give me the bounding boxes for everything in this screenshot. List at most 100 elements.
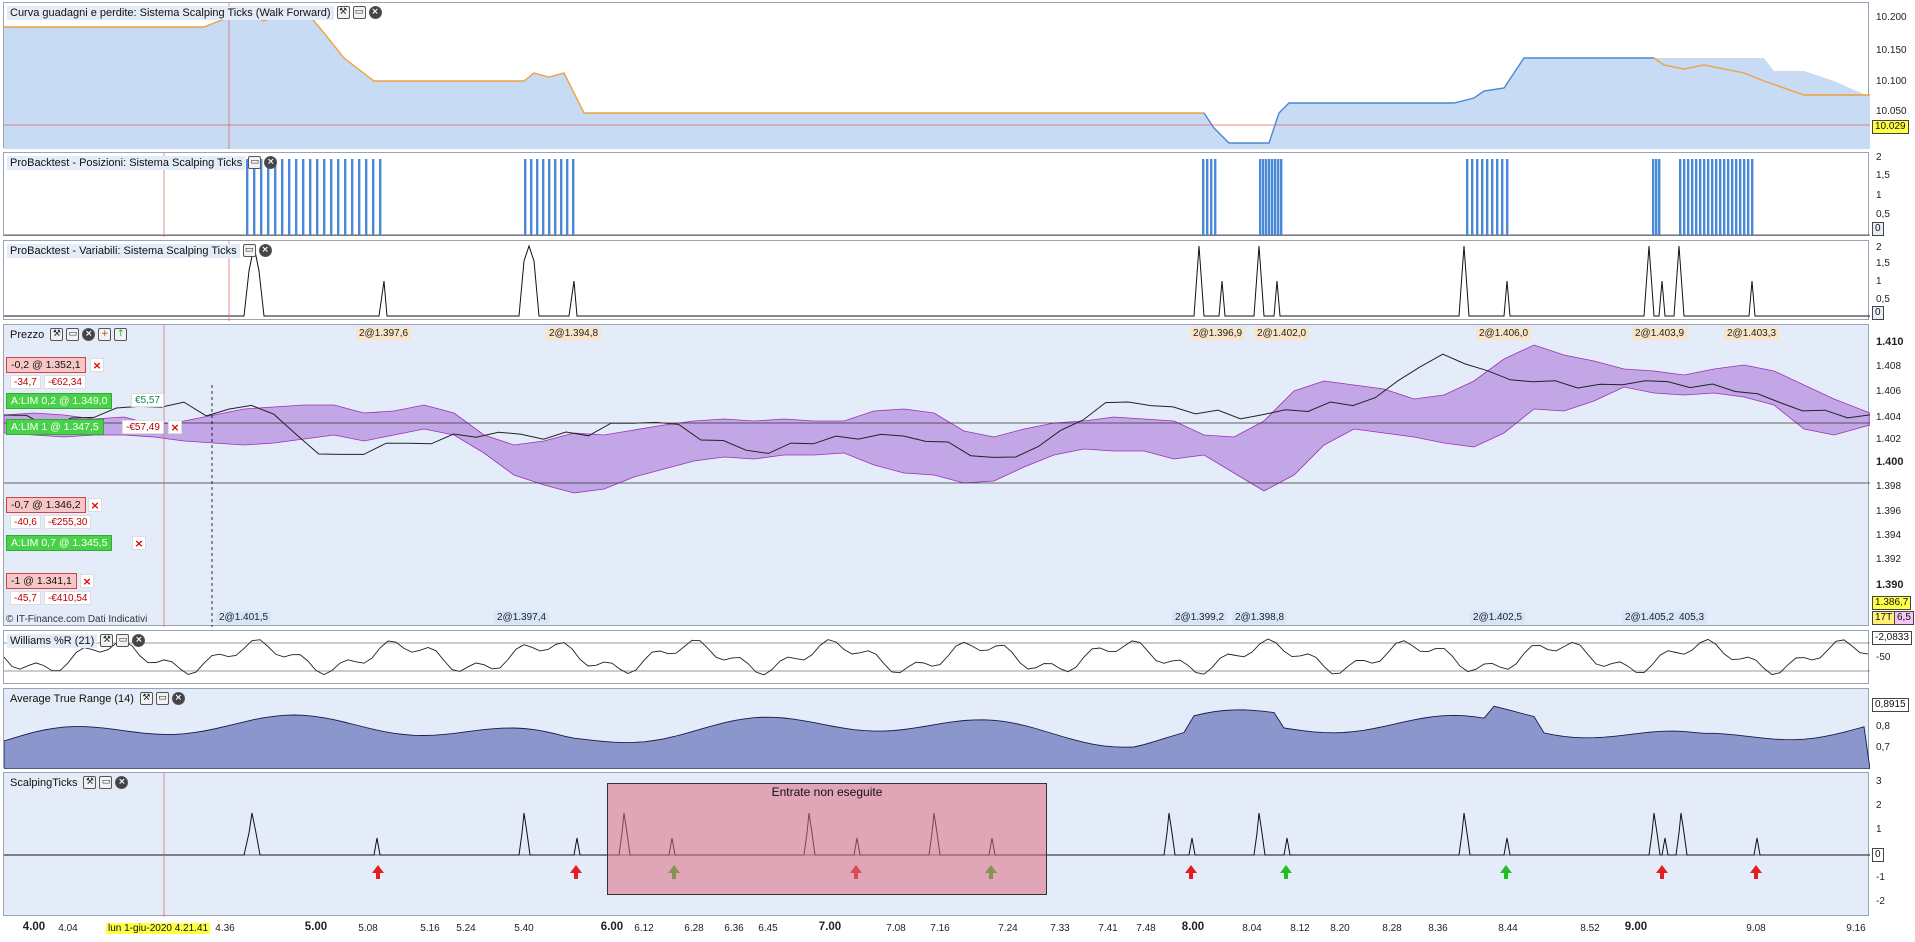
arrow-up-icon[interactable]: ↑ (114, 328, 128, 341)
position-bar (1476, 159, 1479, 235)
trade-label: 2@1.397,6 (356, 327, 412, 340)
close-icon[interactable]: × (80, 574, 94, 588)
trade-label: 2@1.402,0 (1254, 327, 1310, 340)
window-icon[interactable]: ▭ (116, 634, 130, 647)
signal-arrow-icon (570, 865, 582, 879)
price-tick: 1.406 (1876, 386, 1902, 397)
order-label[interactable]: A:LIM 0,7 @ 1.345,5 (6, 535, 113, 551)
position-bar (548, 159, 551, 235)
trade-label: 2@1.406,0 (1476, 327, 1532, 340)
position-bar (1691, 159, 1694, 235)
williams-pane[interactable]: Williams %R (21) ⚒ ▭ × (3, 630, 1870, 684)
trade-label: 405,3 (1676, 611, 1708, 624)
trade-label: 2@1.401,5 (216, 611, 272, 624)
position-bar (1265, 159, 1268, 235)
variables-pane[interactable]: ProBacktest - Variabili: Sistema Scalpin… (3, 240, 1870, 321)
window-icon[interactable]: ▭ (66, 328, 80, 341)
close-icon[interactable]: × (168, 420, 182, 434)
wrench-icon[interactable]: ⚒ (100, 634, 114, 647)
price-last-sub: 17T (1872, 611, 1896, 625)
variables-last-value: 0 (1872, 306, 1884, 320)
position-bar (1214, 159, 1217, 235)
position-bar (1210, 159, 1213, 235)
williams-last-value: -2,0833 (1872, 631, 1912, 645)
order-label[interactable]: A:LIM 0,2 @ 1.349,0 (6, 393, 113, 409)
price-last-value: 1.386,7 (1872, 596, 1912, 610)
scalping-scale: 3 2 1 0 -1 -2 (1870, 772, 1915, 916)
order-points: -45,7 (10, 591, 41, 605)
price-pane-title: Prezzo ⚒ ▭ × + ↑ (7, 327, 128, 342)
close-icon[interactable]: × (90, 358, 104, 372)
x-axis-label: 6.28 (684, 923, 704, 934)
position-bar (1731, 159, 1734, 235)
close-icon[interactable]: × (368, 6, 382, 19)
price-tick: 1.392 (1876, 554, 1902, 565)
order-label[interactable]: -0,7 @ 1.346,2 (6, 497, 86, 513)
wrench-icon[interactable]: ⚒ (83, 776, 97, 789)
position-bar (1491, 159, 1494, 235)
window-icon[interactable]: ▭ (248, 156, 262, 169)
position-bar (1471, 159, 1474, 235)
window-icon[interactable]: ▭ (155, 692, 169, 705)
position-bar (1268, 159, 1271, 235)
wrench-icon[interactable]: ⚒ (336, 6, 350, 19)
window-icon[interactable]: ▭ (352, 6, 366, 19)
order-pnl: -€57,49 (122, 420, 164, 434)
positions-pane[interactable]: ProBacktest - Posizioni: Sistema Scalpin… (3, 152, 1870, 237)
order-label[interactable]: -1 @ 1.341,1 (6, 573, 77, 589)
equity-tick: 10.050 (1876, 106, 1907, 117)
position-bar (1277, 159, 1280, 235)
window-icon[interactable]: ▭ (99, 776, 113, 789)
close-icon[interactable]: × (171, 692, 185, 705)
x-axis-label: 4.04 (58, 923, 78, 934)
variables-chart (4, 241, 1870, 321)
entrate-label: Entrate non eseguite (771, 785, 883, 799)
variables-tick: 1,5 (1876, 258, 1890, 269)
position-bar (1496, 159, 1499, 235)
price-tick: 1.396 (1876, 506, 1902, 517)
close-icon[interactable]: × (115, 776, 129, 789)
wrench-icon[interactable]: ⚒ (50, 328, 64, 341)
price-tick: 1.398 (1876, 481, 1902, 492)
equity-title: Curva guadagni e perdite: Sistema Scalpi… (7, 5, 334, 20)
signal-arrow-icon (1185, 865, 1197, 879)
atr-tick: 0,7 (1876, 742, 1890, 753)
trade-label: 2@1.405,2 (1622, 611, 1678, 624)
close-icon[interactable]: × (132, 536, 146, 550)
position-bar (1699, 159, 1702, 235)
window-icon[interactable]: ▭ (242, 244, 256, 257)
position-bar (1739, 159, 1742, 235)
position-bar (1466, 159, 1469, 235)
position-bar (288, 159, 291, 235)
order-pnl: €5,57 (131, 393, 165, 407)
price-pane[interactable]: Prezzo ⚒ ▭ × + ↑ 2@1.397,6 2@1.394,8 2@1… (3, 324, 1870, 627)
position-bar (1652, 159, 1655, 235)
close-icon[interactable]: × (264, 156, 278, 169)
equity-tick: 10.100 (1876, 76, 1907, 87)
price-tick: 1.404 (1876, 412, 1902, 423)
close-icon[interactable]: × (82, 328, 96, 341)
position-bar (302, 159, 305, 235)
price-scale: 1.410 1.408 1.406 1.404 1.402 1.400 1.39… (1870, 324, 1915, 626)
position-bar (1481, 159, 1484, 235)
close-icon[interactable]: × (88, 498, 102, 512)
x-axis-label: 5.40 (514, 923, 534, 934)
equity-pane[interactable]: Curva guadagni e perdite: Sistema Scalpi… (3, 2, 1870, 149)
position-bar (566, 159, 569, 235)
order-label[interactable]: -0,2 @ 1.352,1 (6, 357, 86, 373)
position-bar (1506, 159, 1509, 235)
x-axis-label: 8.04 (1242, 923, 1262, 934)
close-icon[interactable]: × (132, 634, 146, 647)
equity-pane-title: Curva guadagni e perdite: Sistema Scalpi… (7, 5, 382, 20)
order-label[interactable]: A:LIM 1 @ 1.347,5 (6, 419, 104, 435)
x-axis-label: 8.36 (1428, 923, 1448, 934)
position-bar (1501, 159, 1504, 235)
wrench-icon[interactable]: ⚒ (139, 692, 153, 705)
x-axis-label: 6.12 (634, 923, 654, 934)
add-indicator-icon[interactable]: + (98, 328, 112, 341)
scalping-tick: -2 (1876, 896, 1885, 907)
position-bar (323, 159, 326, 235)
price-tick: 1.408 (1876, 361, 1902, 372)
atr-pane[interactable]: Average True Range (14) ⚒ ▭ × (3, 688, 1870, 769)
close-icon[interactable]: × (258, 244, 272, 257)
